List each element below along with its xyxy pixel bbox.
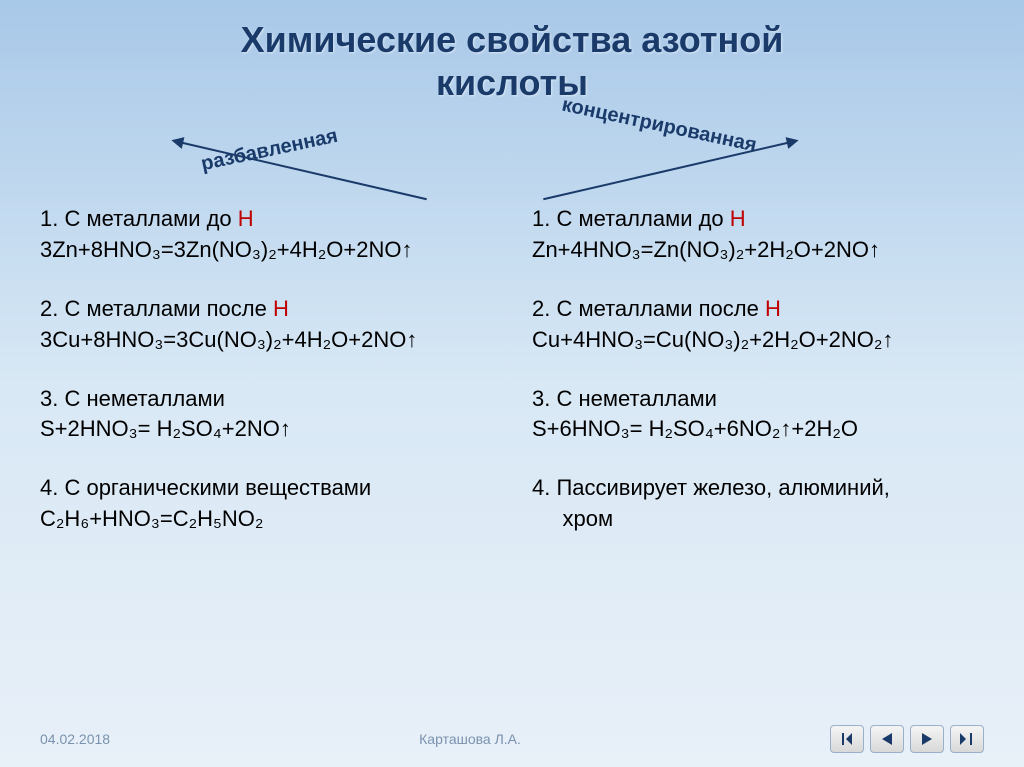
item-equation: 3Zn+8HNO₃=3Zn(NO₃)₂+4H₂O+2NO↑ bbox=[40, 235, 492, 266]
red-h: Н bbox=[765, 296, 781, 321]
nav-next-button[interactable] bbox=[910, 725, 944, 753]
list-item: 4. С органическими веществами C₂H₆+HNO₃=… bbox=[40, 473, 492, 535]
item-equation: C₂H₆+HNO₃=C₂H₅NO₂ bbox=[40, 504, 492, 535]
item-equation: S+6HNO₃= H₂SO₄+6NO₂↑+2H₂O bbox=[532, 414, 984, 445]
item-equation: Zn+4HNO₃=Zn(NO₃)₂+2H₂O+2NO↑ bbox=[532, 235, 984, 266]
last-icon bbox=[960, 733, 974, 745]
list-item: 2. С металлами после Н Cu+4HNO₃=Cu(NO₃)₂… bbox=[532, 294, 984, 356]
item-title: 3. С неметаллами bbox=[532, 384, 984, 415]
footer-author: Карташова Л.А. bbox=[419, 731, 521, 747]
item-title: 1. С металлами до Н bbox=[40, 204, 492, 235]
next-icon bbox=[922, 733, 932, 745]
branch-right-label: концентрированная bbox=[560, 94, 759, 158]
red-h: Н bbox=[273, 296, 289, 321]
content-columns: 1. С металлами до Н 3Zn+8HNO₃=3Zn(NO₃)₂+… bbox=[0, 194, 1024, 562]
column-diluted: 1. С металлами до Н 3Zn+8HNO₃=3Zn(NO₃)₂+… bbox=[40, 204, 512, 562]
red-h: Н bbox=[238, 206, 254, 231]
item-title: 3. С неметаллами bbox=[40, 384, 492, 415]
arrow-right bbox=[543, 140, 797, 200]
item-equation: хром bbox=[532, 504, 984, 535]
nav-prev-button[interactable] bbox=[870, 725, 904, 753]
red-h: Н bbox=[730, 206, 746, 231]
list-item: 1. С металлами до Н Zn+4HNO₃=Zn(NO₃)₂+2H… bbox=[532, 204, 984, 266]
item-title: 1. С металлами до Н bbox=[532, 204, 984, 235]
list-item: 1. С металлами до Н 3Zn+8HNO₃=3Zn(NO₃)₂+… bbox=[40, 204, 492, 266]
nav-last-button[interactable] bbox=[950, 725, 984, 753]
item-equation: Cu+4HNO₃=Cu(NO₃)₂+2H₂O+2NO₂↑ bbox=[532, 325, 984, 356]
item-equation: S+2HNO₃= H₂SO₄+2NO↑ bbox=[40, 414, 492, 445]
list-item: 3. С неметаллами S+6HNO₃= H₂SO₄+6NO₂↑+2H… bbox=[532, 384, 984, 446]
item-title: 2. С металлами после Н bbox=[40, 294, 492, 325]
item-title: 2. С металлами после Н bbox=[532, 294, 984, 325]
list-item: 4. Пассивирует железо, алюминий, хром bbox=[532, 473, 984, 535]
list-item: 2. С металлами после Н 3Cu+8HNO₃=3Cu(NO₃… bbox=[40, 294, 492, 356]
first-icon bbox=[840, 733, 854, 745]
branch-diagram: разбавленная концентрированная bbox=[0, 104, 1024, 194]
title-line1: Химические свойства азотной bbox=[241, 19, 784, 60]
nav-buttons bbox=[830, 725, 984, 753]
item-title: 4. С органическими веществами bbox=[40, 473, 492, 504]
column-concentrated: 1. С металлами до Н Zn+4HNO₃=Zn(NO₃)₂+2H… bbox=[512, 204, 984, 562]
list-item: 3. С неметаллами S+2HNO₃= H₂SO₄+2NO↑ bbox=[40, 384, 492, 446]
slide-title: Химические свойства азотной кислоты bbox=[0, 0, 1024, 104]
prev-icon bbox=[882, 733, 892, 745]
footer-date: 04.02.2018 bbox=[40, 731, 110, 747]
nav-first-button[interactable] bbox=[830, 725, 864, 753]
footer: 04.02.2018 Карташова Л.А. bbox=[0, 725, 1024, 753]
item-equation: 3Cu+8HNO₃=3Cu(NO₃)₂+4H₂O+2NO↑ bbox=[40, 325, 492, 356]
item-title: 4. Пассивирует железо, алюминий, bbox=[532, 473, 984, 504]
